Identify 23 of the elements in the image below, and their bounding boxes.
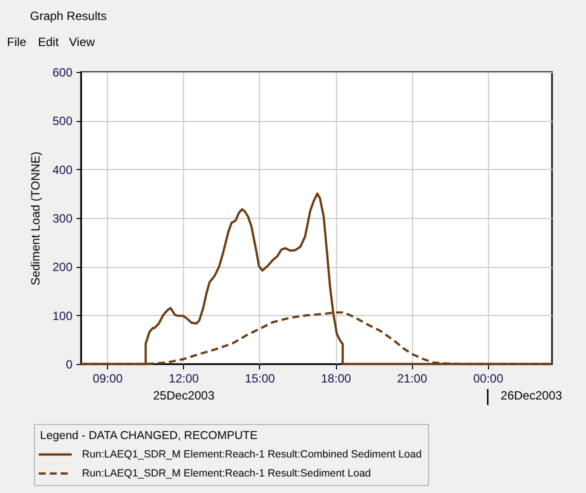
y-axis-title: Sediment Load (TONNE): [28, 152, 42, 286]
x-tick-label: 00:00: [473, 372, 504, 386]
y-tick-label: 200: [52, 260, 73, 274]
legend-title: Legend - DATA CHANGED, RECOMPUTE: [40, 430, 258, 442]
legend-label: Run:LAEQ1_SDR_M Element:Reach-1 Result:Sediment Load: [82, 468, 372, 480]
chart-title: Graph Results: [30, 9, 107, 23]
y-tick-label: 600: [52, 66, 73, 80]
text: Edit: [38, 35, 60, 49]
x-tick-label: 12:00: [168, 372, 200, 386]
x-tick-label: 15:00: [244, 372, 276, 386]
x-tick-label: 18:00: [321, 372, 352, 386]
y-tick-label: 500: [52, 114, 73, 128]
x-tick-label: 21:00: [397, 372, 428, 386]
y-tick-label: 100: [52, 308, 73, 323]
text: File: [7, 35, 27, 49]
x-tick-label: 09:00: [92, 372, 124, 386]
text: View: [69, 35, 96, 49]
y-tick-label: 400: [52, 162, 73, 177]
y-tick-label: 0: [66, 358, 73, 372]
x2-tick-label: 25Dec2003: [153, 388, 215, 402]
y-tick-label: 300: [52, 212, 73, 226]
legend-label: Run:LAEQ1_SDR_M Element:Reach-1 Result:Combined Sediment Load: [82, 448, 422, 460]
x2-tick-label: 26Dec2003: [500, 388, 562, 402]
